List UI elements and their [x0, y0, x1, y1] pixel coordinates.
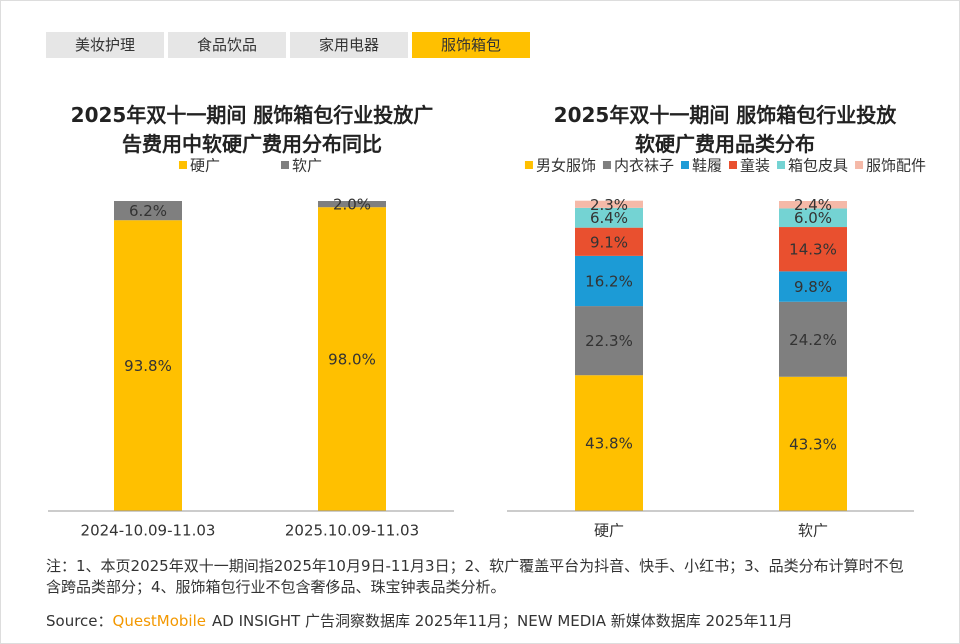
data-label: 14.3%: [789, 241, 837, 259]
data-label: 2.3%: [590, 196, 628, 214]
tab[interactable]: 美妆护理: [46, 32, 164, 58]
data-label: 9.1%: [590, 233, 628, 251]
chart-title: 2025年双十一期间 服饰箱包行业投放软硬广费用品类分布: [553, 103, 897, 156]
bar-segment: [575, 227, 643, 256]
tab[interactable]: 食品饮品: [168, 32, 286, 58]
source: Source：QuestMobile AD INSIGHT 广告洞察数据库 202…: [46, 610, 793, 631]
data-label: 6.0%: [794, 209, 832, 227]
bar-segment: [575, 306, 643, 376]
x-tick-label: 2025.10.09-11.03: [285, 522, 419, 540]
data-label: 93.8%: [124, 357, 172, 375]
chart-title: 2025年双十一期间 服饰箱包行业投放广告费用中软硬广费用分布同比: [70, 103, 434, 156]
legend-swatch: [777, 161, 786, 169]
legend-label: 软广: [292, 157, 322, 175]
bar-segment: [114, 220, 182, 511]
tab[interactable]: 服饰箱包: [412, 32, 530, 58]
data-label: 2.4%: [794, 196, 832, 214]
bar-segment: [575, 375, 643, 511]
legend-label: 箱包皮具: [788, 157, 848, 175]
bar-segment: [779, 301, 847, 377]
bar-segment: [779, 208, 847, 228]
source-text: AD INSIGHT 广告洞察数据库 2025年11月；NEW MEDIA 新媒…: [211, 612, 793, 630]
bar-segment: [575, 207, 643, 228]
bar-segment: [114, 201, 182, 221]
x-tick-label: 2024-10.09-11.03: [81, 522, 216, 540]
data-label: 24.2%: [789, 331, 837, 349]
source-brand: QuestMobile: [112, 612, 206, 630]
data-label: 43.8%: [585, 435, 633, 453]
bar-segment: [575, 200, 643, 208]
legend-label: 内衣袜子: [614, 157, 674, 175]
x-tick-label: 软广: [798, 522, 828, 540]
footnote: 注：1、本页2025年双十一期间指2025年10月9日-11月3日；2、软广覆盖…: [46, 557, 904, 596]
legend-swatch: [602, 161, 611, 169]
bar-segment: [575, 255, 643, 307]
bar-segment: [779, 271, 847, 302]
legend-label: 硬广: [190, 157, 220, 175]
legend-swatch: [524, 161, 533, 169]
x-tick-label: 硬广: [594, 522, 624, 540]
data-label: 22.3%: [585, 332, 633, 350]
bar-segment: [318, 201, 386, 208]
source-prefix: Source：: [46, 612, 113, 630]
data-label: 6.2%: [129, 202, 167, 220]
bar-segment: [779, 376, 847, 511]
legend-label: 服饰配件: [866, 157, 926, 175]
bar-segment: [779, 227, 847, 272]
tab[interactable]: 家用电器: [290, 32, 408, 58]
data-label: 6.4%: [590, 209, 628, 227]
legend-swatch: [178, 161, 187, 169]
legend-label: 男女服饰: [536, 157, 596, 175]
bar-segment: [779, 201, 847, 209]
legend-swatch: [729, 161, 737, 169]
legend-label: 鞋履: [692, 157, 722, 175]
data-label: 16.2%: [585, 272, 633, 290]
legend-swatch: [281, 161, 289, 169]
data-label: 98.0%: [328, 351, 376, 369]
data-label: 2.0%: [333, 196, 371, 214]
bar-segment: [318, 207, 386, 511]
data-label: 43.3%: [789, 435, 837, 453]
legend-swatch: [680, 161, 689, 169]
data-label: 9.8%: [794, 278, 832, 296]
legend-swatch: [855, 161, 864, 169]
legend-label: 童装: [740, 157, 770, 175]
